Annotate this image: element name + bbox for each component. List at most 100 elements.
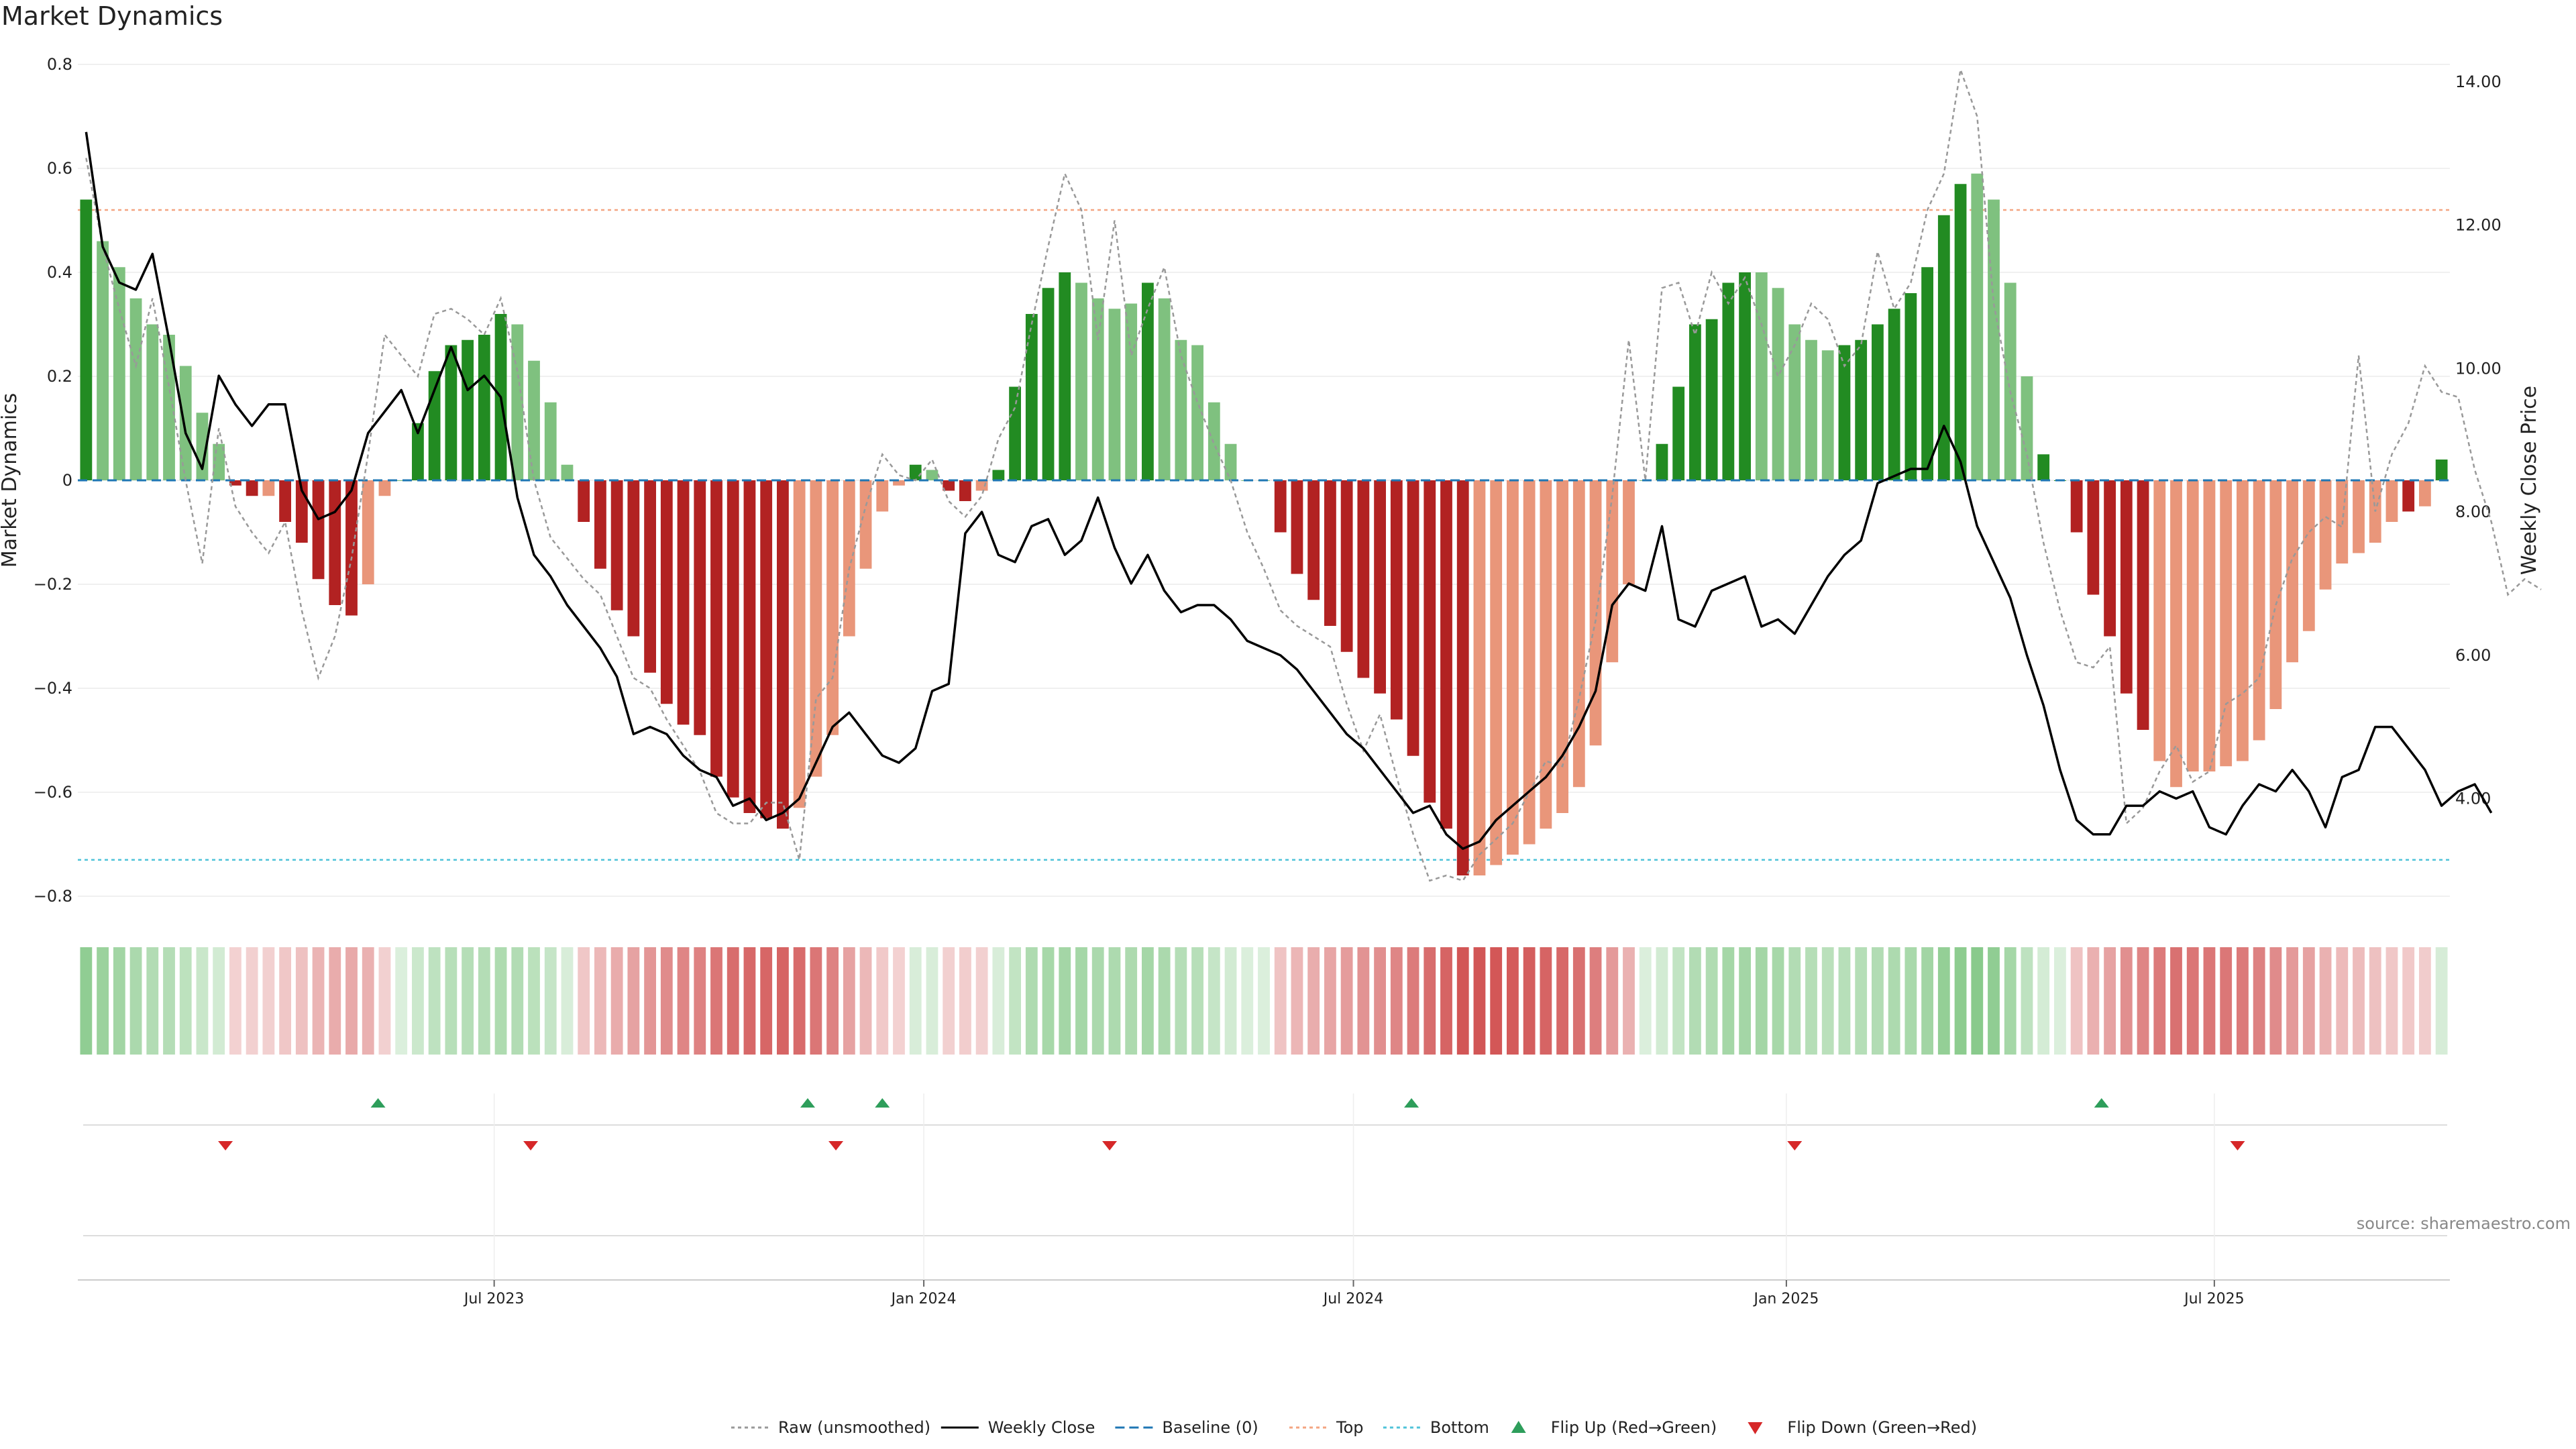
dynamics-bar xyxy=(329,480,341,605)
legend-label: Raw (unsmoothed) xyxy=(778,1418,930,1437)
dynamics-bar xyxy=(1142,282,1154,480)
heat-strip-cell xyxy=(246,947,258,1055)
heat-strip-cell xyxy=(1540,947,1552,1055)
heat-strip-cell xyxy=(1523,947,1536,1055)
heat-strip-cell xyxy=(2220,947,2233,1055)
heat-strip-cell xyxy=(2021,947,2033,1055)
heat-strip-cell xyxy=(1888,947,1900,1055)
legend-item-3: Top xyxy=(1289,1418,1364,1437)
weekly-close-line xyxy=(85,131,2493,850)
heat-strip-cell xyxy=(826,947,839,1055)
heat-strip-cell xyxy=(262,947,275,1055)
dynamics-bar xyxy=(1456,480,1469,875)
heat-strip-cell xyxy=(1937,947,1950,1055)
y-tick-label: 0.8 xyxy=(47,55,72,74)
dynamics-bar xyxy=(1059,272,1071,480)
dynamics-bar xyxy=(2153,480,2166,761)
legend-item-1: Weekly Close xyxy=(941,1418,1095,1437)
heat-strip-cell xyxy=(196,947,209,1055)
dynamics-bar xyxy=(1490,480,1503,865)
dynamics-bar xyxy=(2004,282,2017,480)
dynamics-bar xyxy=(727,480,739,798)
heat-strip-cell xyxy=(1821,947,1834,1055)
dynamics-bar xyxy=(810,480,822,777)
heat-strip-cell xyxy=(1639,947,1652,1055)
heat-strip-cell xyxy=(2087,947,2100,1055)
heat-strip-cell xyxy=(2037,947,2050,1055)
heat-strip-cell xyxy=(2302,947,2315,1055)
dynamics-bar xyxy=(262,480,275,496)
heat-strip-cell xyxy=(992,947,1005,1055)
heat-strip-cell xyxy=(213,947,225,1055)
dynamics-bar xyxy=(2353,480,2365,553)
dynamics-bar xyxy=(378,480,391,496)
dynamics-bar xyxy=(1291,480,1303,574)
heat-strip-cell xyxy=(1307,947,1320,1055)
dynamics-bar xyxy=(2104,480,2116,637)
dynamics-bar xyxy=(2319,480,2332,590)
dynamics-bar xyxy=(843,480,855,637)
heat-strip-cell xyxy=(1324,947,1336,1055)
dynamics-bar xyxy=(893,480,905,486)
heat-strip-cell xyxy=(511,947,524,1055)
heat-strip-cell xyxy=(279,947,291,1055)
dynamics-bar xyxy=(1937,215,1950,480)
heat-strip-cell xyxy=(561,947,574,1055)
heat-strip-cell xyxy=(644,947,656,1055)
heat-strip-cell xyxy=(428,947,441,1055)
y-tick-label: 0.4 xyxy=(47,263,72,282)
x-tick-label: Jul 2023 xyxy=(463,1291,525,1307)
dynamics-bar xyxy=(2385,480,2398,522)
heat-strip-cell xyxy=(1507,947,1519,1055)
dynamics-bar xyxy=(1274,480,1287,533)
dynamics-bar xyxy=(1689,324,1701,480)
heat-strip-cell xyxy=(1142,947,1154,1055)
dynamics-bar xyxy=(1158,298,1171,480)
dynamics-bar xyxy=(1821,350,1834,480)
heat-strip-cell xyxy=(1473,947,1486,1055)
heat-strip-cell xyxy=(345,947,358,1055)
dynamics-bar xyxy=(1042,288,1055,480)
flip-down-marker xyxy=(1787,1141,1803,1150)
dynamics-bar xyxy=(909,464,922,480)
heat-strip-cell xyxy=(2070,947,2083,1055)
dynamics-bar xyxy=(1971,173,1984,480)
y-axis-label: Market Dynamics xyxy=(0,393,21,568)
flip-down-marker xyxy=(523,1141,539,1150)
dynamics-bar xyxy=(1507,480,1519,855)
dynamics-bar xyxy=(578,480,590,522)
dynamics-bar xyxy=(859,480,872,569)
dynamics-bar xyxy=(312,480,325,580)
dynamics-bar xyxy=(1705,319,1718,480)
heat-strip-cell xyxy=(1872,947,1884,1055)
y-tick-label: −0.2 xyxy=(34,575,72,594)
heat-strip-cell xyxy=(2104,947,2116,1055)
dynamics-bar xyxy=(561,464,574,480)
heat-strip-cell xyxy=(2336,947,2349,1055)
flip-up-marker xyxy=(370,1098,386,1108)
dynamics-bar xyxy=(2137,480,2149,730)
dynamics-bar xyxy=(129,298,142,480)
y-tick-label: 0 xyxy=(62,471,72,490)
dynamics-bar xyxy=(1390,480,1403,720)
heat-strip-cell xyxy=(2203,947,2216,1055)
heat-strip-cell xyxy=(462,947,474,1055)
heat-strip-cell xyxy=(843,947,855,1055)
heat-strip-cell xyxy=(1224,947,1237,1055)
legend-swatch xyxy=(1511,1421,1526,1433)
heat-strip-cell xyxy=(2402,947,2415,1055)
legend-label: Top xyxy=(1336,1418,1364,1437)
dynamics-bar xyxy=(1572,480,1585,788)
heat-strip-cell xyxy=(1424,947,1436,1055)
flip-up-marker xyxy=(800,1098,815,1108)
heat-strip-cell xyxy=(2170,947,2182,1055)
heat-strip-cell xyxy=(975,947,988,1055)
dynamics-bar xyxy=(246,480,258,496)
heat-strip-cell xyxy=(1971,947,1984,1055)
dynamics-bar xyxy=(992,470,1005,480)
dynamics-bar xyxy=(1556,480,1568,813)
heat-strip-cell xyxy=(412,947,424,1055)
heat-strip-cell xyxy=(1606,947,1619,1055)
dynamics-bar xyxy=(1009,386,1021,480)
